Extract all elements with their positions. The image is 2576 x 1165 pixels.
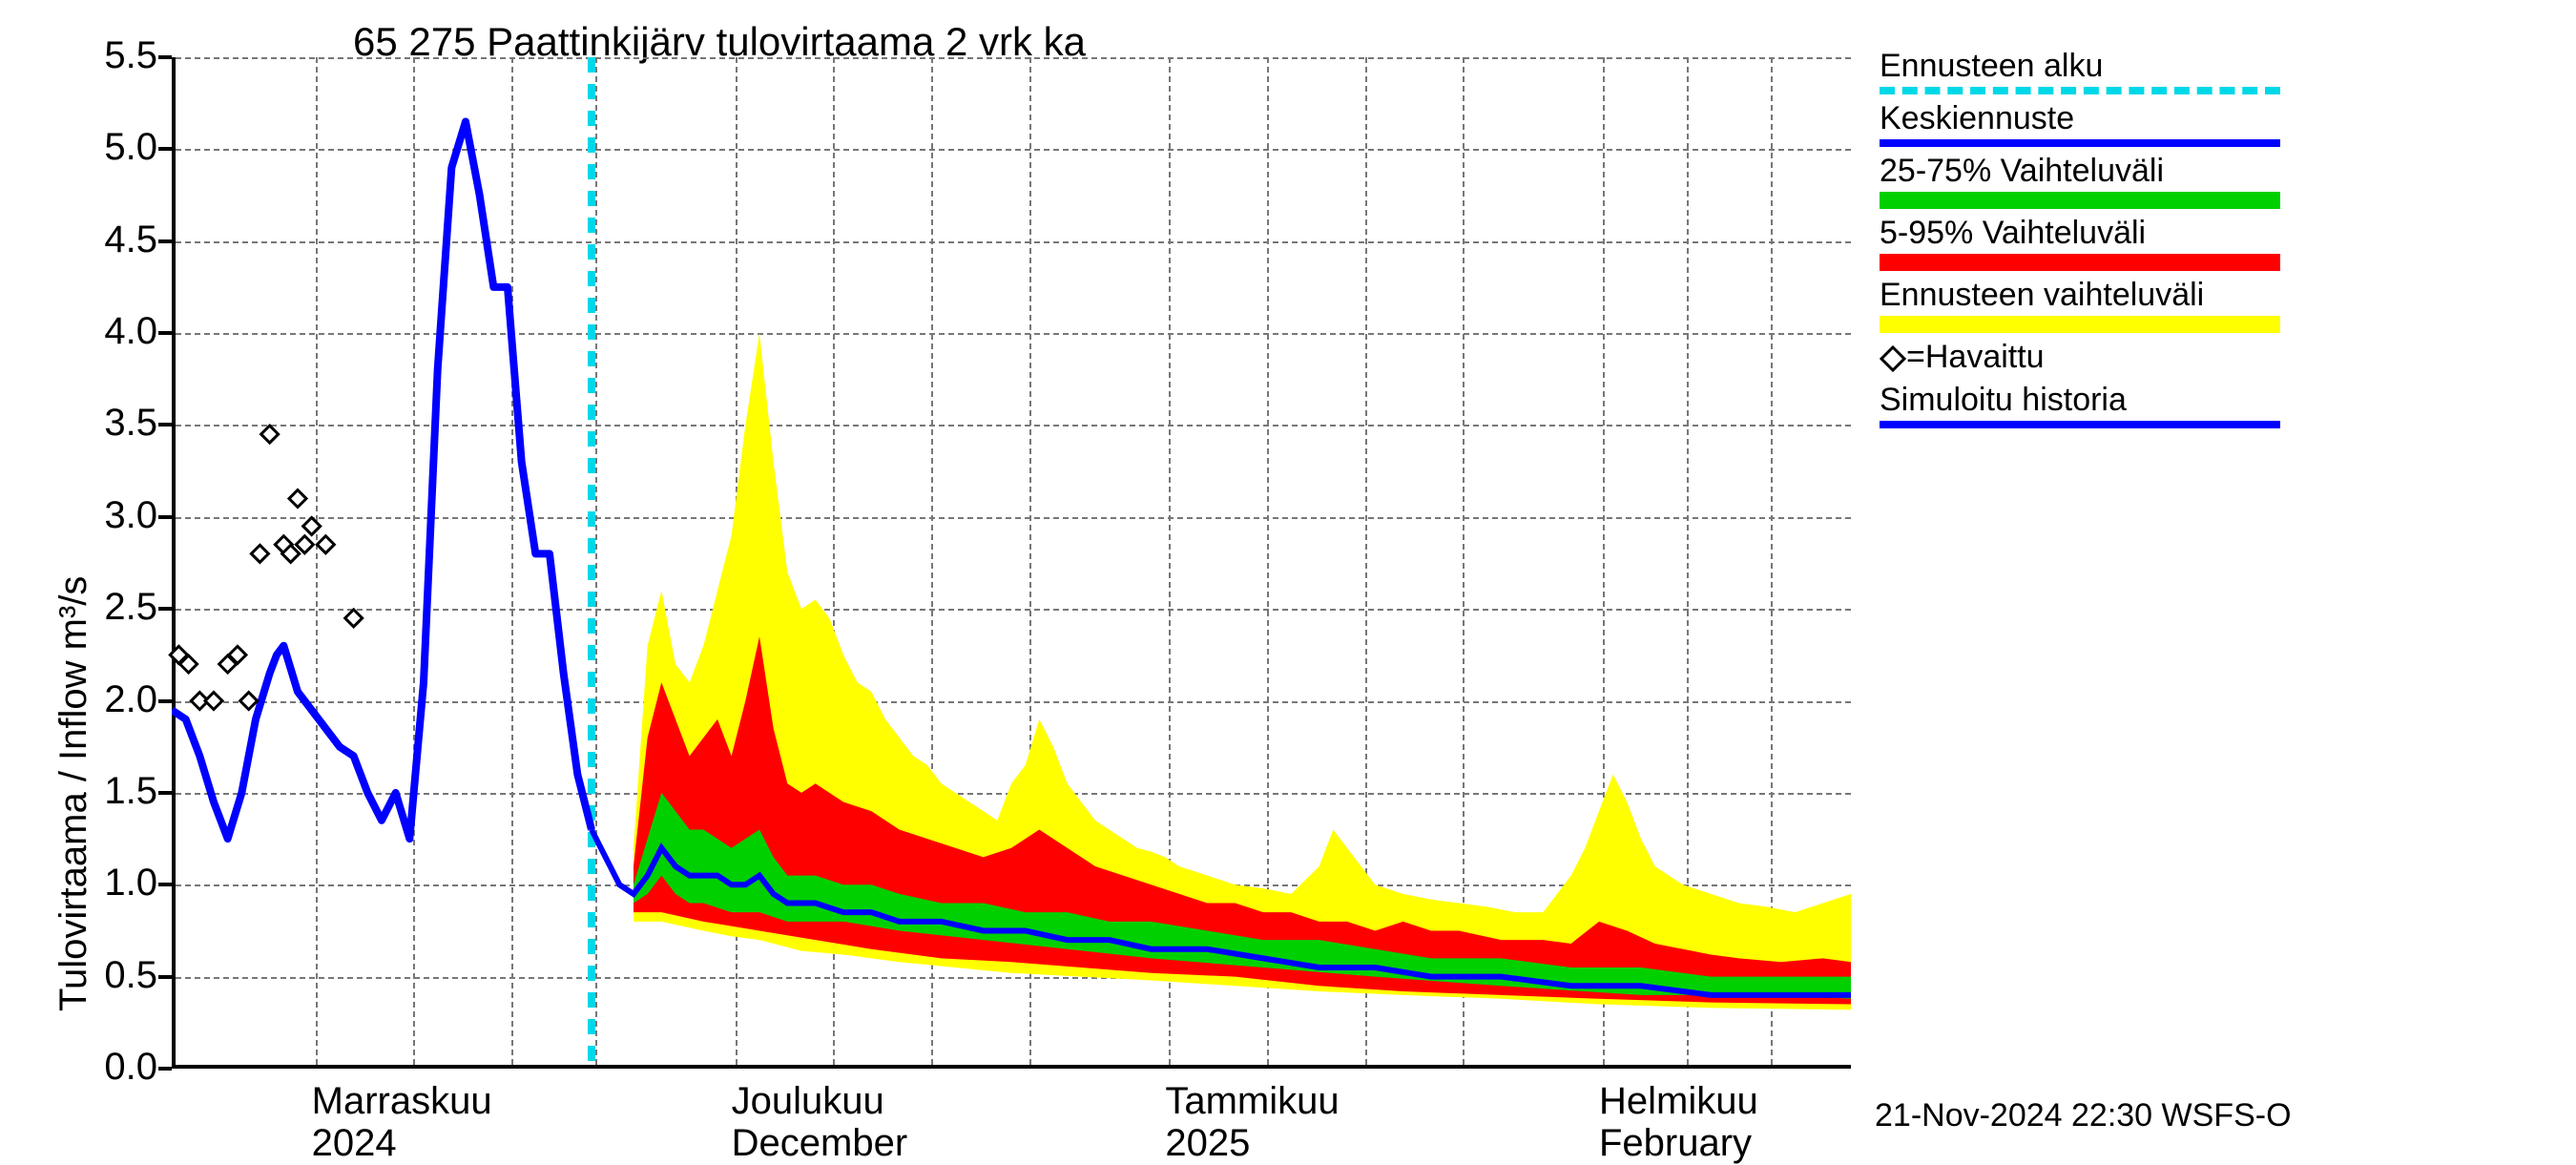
y-tick-mark: [158, 883, 172, 886]
observed-marker: [289, 490, 306, 508]
y-tick-mark: [158, 1067, 172, 1071]
legend-item: Keskiennuste: [1880, 100, 2280, 147]
observed-marker: [240, 693, 258, 710]
y-tick-label: 0.0: [81, 1046, 157, 1089]
y-tick-label: 3.5: [81, 402, 157, 445]
legend-label: Ennusteen vaihteluväli: [1880, 277, 2280, 314]
history-line: [172, 121, 592, 839]
legend-swatch-line: [1880, 421, 2280, 428]
y-tick-label: 2.5: [81, 586, 157, 629]
legend-label: =Havaittu: [1880, 339, 2280, 376]
y-tick-mark: [158, 607, 172, 611]
chart-container: 65 275 Paattinkijärv tulovirtaama 2 vrk …: [0, 0, 2576, 1145]
observed-marker: [345, 610, 363, 627]
y-tick-label: 5.0: [81, 126, 157, 169]
y-tick-label: 1.0: [81, 862, 157, 905]
x-tick-label: 2024: [312, 1122, 397, 1165]
legend-label: Ennusteen alku: [1880, 48, 2280, 85]
y-tick-mark: [158, 147, 172, 151]
x-tick-label: Marraskuu: [312, 1080, 492, 1123]
legend-label: 5-95% Vaihteluväli: [1880, 215, 2280, 252]
legend-item: Ennusteen alku: [1880, 48, 2280, 94]
legend-swatch-line: [1880, 139, 2280, 147]
x-tick-label: Tammikuu: [1165, 1080, 1339, 1123]
y-tick-label: 5.5: [81, 34, 157, 77]
x-tick-label: February: [1599, 1122, 1752, 1165]
legend-swatch-dashed: [1880, 87, 2280, 94]
y-tick-mark: [158, 515, 172, 519]
observed-marker: [296, 536, 313, 553]
y-tick-label: 0.5: [81, 954, 157, 997]
y-tick-mark: [158, 239, 172, 243]
y-tick-mark: [158, 975, 172, 979]
legend-swatch-band: [1880, 254, 2280, 271]
observed-marker: [261, 426, 279, 443]
legend-item: =Havaittu: [1880, 339, 2280, 376]
legend-item: Ennusteen vaihteluväli: [1880, 277, 2280, 333]
legend-item: Simuloitu historia: [1880, 382, 2280, 428]
observed-marker: [317, 536, 334, 553]
y-tick-label: 2.0: [81, 678, 157, 721]
y-tick-mark: [158, 423, 172, 426]
legend: Ennusteen alku Keskiennuste 25-75% Vaihtel…: [1880, 48, 2280, 434]
legend-item: 25-75% Vaihteluväli: [1880, 153, 2280, 209]
y-tick-mark: [158, 791, 172, 795]
y-tick-label: 4.5: [81, 218, 157, 261]
y-tick-mark: [158, 699, 172, 703]
y-tick-label: 3.0: [81, 494, 157, 537]
legend-label: 25-75% Vaihteluväli: [1880, 153, 2280, 190]
observed-marker: [205, 693, 222, 710]
x-tick-label: Joulukuu: [732, 1080, 884, 1123]
x-tick-label: Helmikuu: [1599, 1080, 1758, 1123]
y-tick-mark: [158, 331, 172, 335]
legend-label: Simuloitu historia: [1880, 382, 2280, 419]
legend-swatch-band: [1880, 316, 2280, 333]
legend-label: Keskiennuste: [1880, 100, 2280, 137]
legend-item: 5-95% Vaihteluväli: [1880, 215, 2280, 271]
y-tick-label: 1.5: [81, 770, 157, 813]
x-tick-label: December: [732, 1122, 908, 1165]
x-tick-label: 2025: [1165, 1122, 1250, 1165]
observed-marker: [251, 545, 268, 562]
legend-swatch-band: [1880, 192, 2280, 209]
observed-marker: [303, 517, 321, 534]
y-tick-mark: [158, 55, 172, 59]
footer-timestamp: 21-Nov-2024 22:30 WSFS-O: [1875, 1097, 2292, 1134]
y-tick-label: 4.0: [81, 310, 157, 353]
